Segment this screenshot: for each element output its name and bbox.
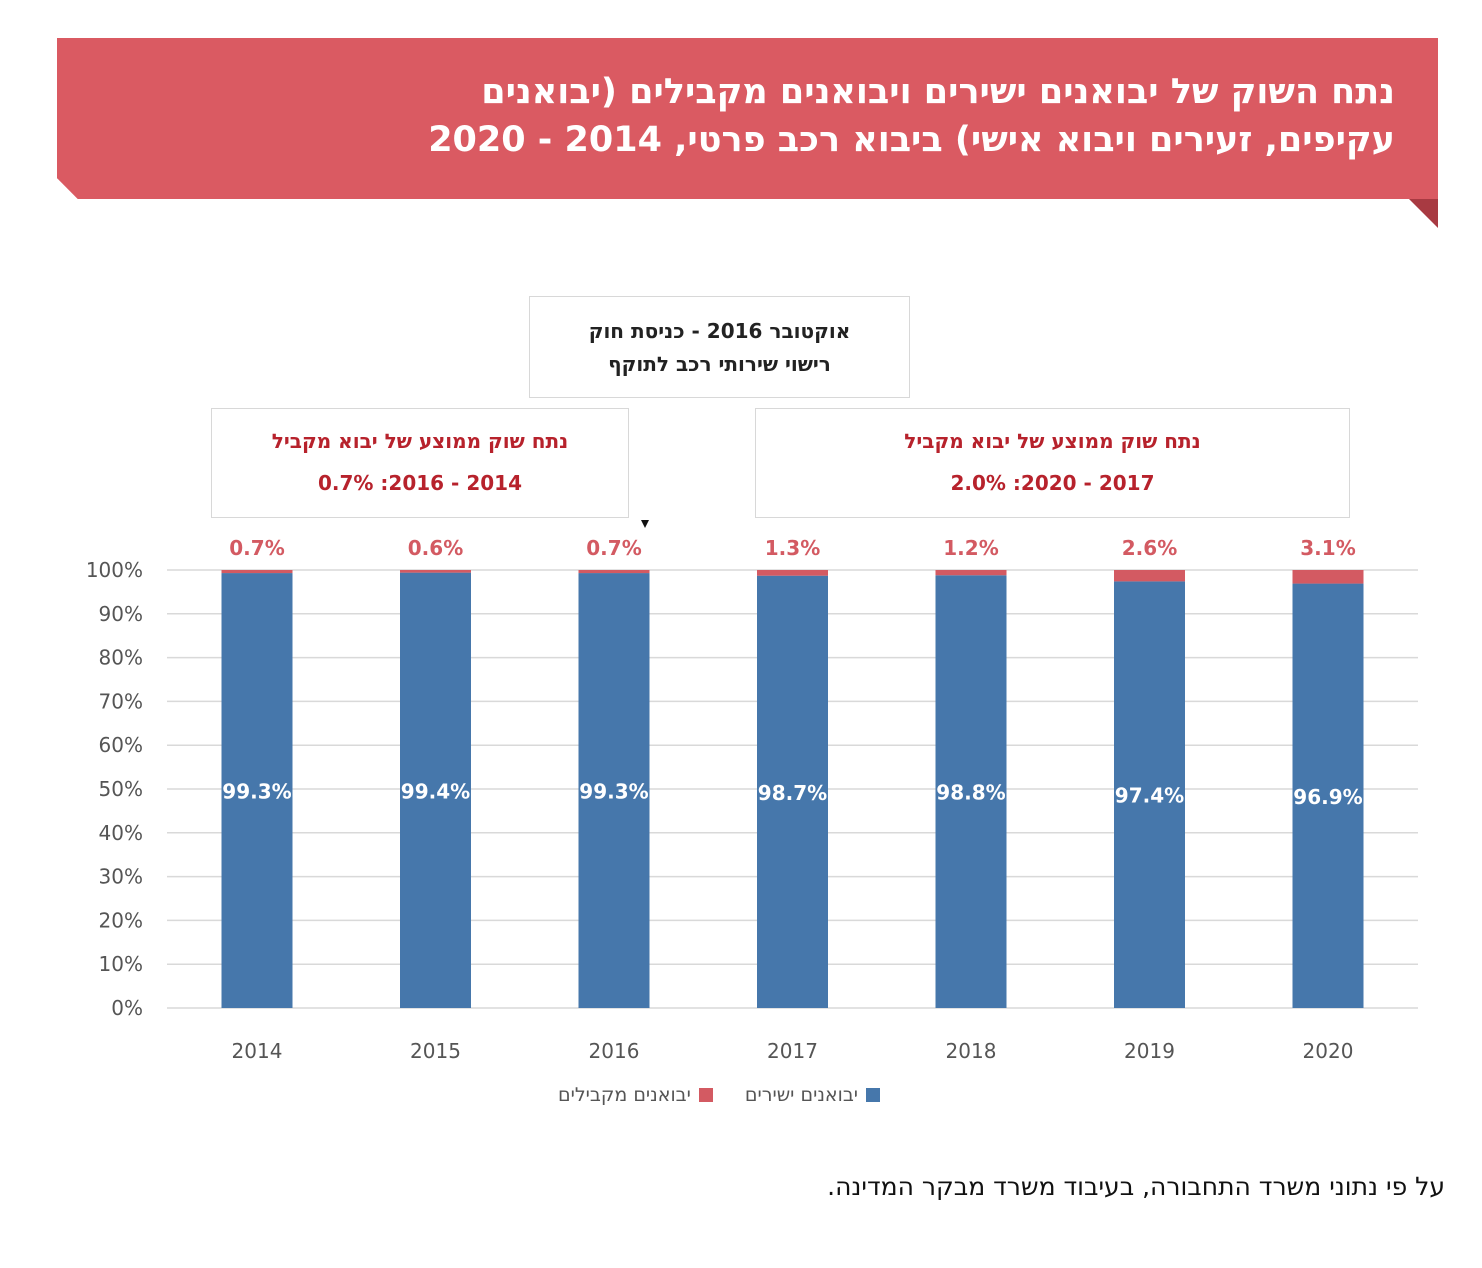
y-tick-label: 70% xyxy=(99,689,143,713)
y-tick-label: 90% xyxy=(99,602,143,626)
legend: יבואנים ישירים יבואנים מקבילים xyxy=(558,1084,881,1106)
banner-fold xyxy=(1409,199,1438,228)
x-tick-label: 2019 xyxy=(1124,1039,1175,1063)
data-label-direct: 96.9% xyxy=(1293,785,1362,809)
bar-direct xyxy=(400,572,471,1008)
y-tick-label: 10% xyxy=(99,952,143,976)
bar-parallel xyxy=(935,570,1007,576)
data-label-parallel: 1.2% xyxy=(943,536,998,560)
x-tick-label: 2017 xyxy=(767,1039,818,1063)
data-label-parallel: 1.3% xyxy=(765,536,820,560)
bar-direct xyxy=(221,573,293,1008)
law-arrow-head xyxy=(641,520,649,528)
x-tick-label: 2015 xyxy=(410,1039,461,1063)
legend-label-direct: יבואנים ישירים xyxy=(744,1084,859,1106)
legend-swatch-direct xyxy=(866,1088,881,1102)
source-note: על פי נתוני משרד התחבורה, בעיבוד משרד מב… xyxy=(827,1172,1445,1201)
y-tick-label: 80% xyxy=(99,646,143,670)
x-tick-label: 2016 xyxy=(589,1039,640,1063)
legend-swatch-parallel xyxy=(698,1088,713,1102)
law-callout-line-1: אוקטובר 2016 - כניסת חוק xyxy=(588,319,851,343)
x-tick-label: 2018 xyxy=(946,1039,997,1063)
y-tick-label: 60% xyxy=(99,733,143,757)
bar-direct xyxy=(1292,583,1364,1008)
bar-parallel xyxy=(1292,570,1364,584)
legend-item-parallel: יבואנים מקבילים xyxy=(558,1084,713,1106)
stacked-bar-chart: 0% 10% 20% 30% 40% 50% 60% 70% 80% 90% 100% 99.3% 0… xyxy=(86,520,1418,1063)
data-label-direct: 98.7% xyxy=(758,781,827,805)
chart-title-line-2: עקיפים, זעירים ויבוא אישי) ביבוא רכב פרט… xyxy=(428,120,1395,160)
y-tick-label: 50% xyxy=(99,777,143,801)
bars: 99.3% 0.7% 99.4% 0.6% 99.3% 0.7% 98.7% 1.3% 98.8… xyxy=(221,536,1364,1008)
average-callout-left-line-2: 2014 - 2016: 0.7% xyxy=(317,471,522,495)
chart-title: נתח השוק של יבואנים ישירים ויבואנים מקבי… xyxy=(90,68,1395,164)
bar-direct xyxy=(1114,581,1185,1008)
data-label-direct: 98.8% xyxy=(936,781,1005,805)
y-tick-label: 20% xyxy=(99,908,143,932)
average-callout-left-line-1: נתח שוק ממוצע של יבוא מקביל xyxy=(271,429,569,453)
data-label-parallel: 2.6% xyxy=(1122,536,1177,560)
x-axis-ticks: 2014 2015 2016 2017 2018 2019 2020 xyxy=(232,1039,1354,1063)
y-tick-label: 100% xyxy=(86,558,143,582)
bar-direct xyxy=(578,573,650,1008)
y-tick-label: 30% xyxy=(99,865,143,889)
data-label-direct: 99.3% xyxy=(222,780,291,804)
legend-label-parallel: יבואנים מקבילים xyxy=(558,1084,691,1106)
legend-item-direct: יבואנים ישירים xyxy=(744,1084,881,1106)
average-callout-2017-2020: נתח שוק ממוצע של יבוא מקביל 2017 - 2020:… xyxy=(755,408,1350,518)
bar-parallel xyxy=(578,570,650,574)
y-tick-label: 0% xyxy=(111,996,143,1020)
y-axis-ticks: 0% 10% 20% 30% 40% 50% 60% 70% 80% 90% 100% xyxy=(86,558,143,1020)
average-callout-2014-2016: נתח שוק ממוצע של יבוא מקביל 2014 - 2016:… xyxy=(211,408,629,518)
bar-parallel xyxy=(757,570,828,576)
x-tick-label: 2020 xyxy=(1303,1039,1354,1063)
x-tick-label: 2014 xyxy=(232,1039,283,1063)
bar-direct xyxy=(935,575,1007,1008)
data-label-parallel: 0.7% xyxy=(586,536,641,560)
law-callout-line-2: רישוי שירותי רכב לתוקף xyxy=(608,352,831,376)
y-tick-label: 40% xyxy=(99,821,143,845)
average-callout-right-line-2: 2017 - 2020: 2.0% xyxy=(950,471,1155,495)
data-label-parallel: 0.6% xyxy=(408,536,463,560)
bar-parallel xyxy=(221,570,293,574)
data-label-parallel: 3.1% xyxy=(1300,536,1355,560)
data-label-parallel: 0.7% xyxy=(229,536,284,560)
average-callout-right-line-1: נתח שוק ממוצע של יבוא מקביל xyxy=(904,429,1201,453)
chart-title-line-1: נתח השוק של יבואנים ישירים ויבואנים מקבי… xyxy=(481,72,1395,112)
data-label-direct: 99.4% xyxy=(401,779,470,803)
title-banner xyxy=(57,38,1438,199)
bar-parallel xyxy=(400,570,471,573)
bar-direct xyxy=(757,575,828,1008)
data-label-direct: 97.4% xyxy=(1115,784,1184,808)
law-callout: אוקטובר 2016 - כניסת חוק רישוי שירותי רכ… xyxy=(529,296,910,398)
bar-parallel xyxy=(1114,570,1185,582)
data-label-direct: 99.3% xyxy=(579,780,648,804)
